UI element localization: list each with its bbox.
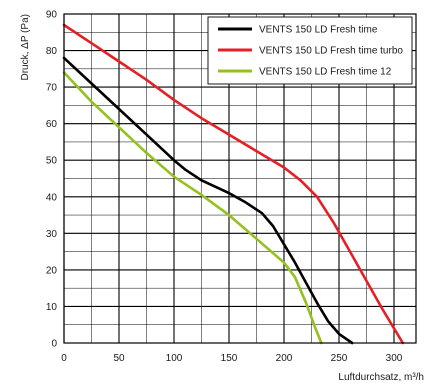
x-tick-label: 0	[61, 353, 67, 364]
y-tick-label: 40	[46, 192, 58, 203]
series-line	[62, 23, 405, 345]
chart-series-group	[62, 23, 405, 345]
x-tick-label: 200	[276, 353, 293, 364]
legend-label: VENTS 150 LD Fresh time	[259, 25, 378, 36]
y-tick-label: 10	[46, 302, 58, 313]
y-tick-label: 20	[46, 265, 58, 276]
y-tick-label: 80	[46, 46, 58, 57]
y-axis-label: Druck, ΔP (Pa)	[20, 14, 31, 81]
x-axis-label: Luftdurchsatz, m³/h	[338, 372, 424, 383]
x-tick-label: 150	[221, 353, 238, 364]
x-tick-label: 100	[166, 353, 183, 364]
y-tick-label: 30	[46, 229, 58, 240]
axis-ticks: 0 10 20 30 40 50 60 70 80 90 0 50 100 150 200 250 300	[46, 10, 403, 365]
y-tick-label: 0	[51, 339, 57, 350]
y-tick-label: 90	[46, 10, 58, 21]
plot-frame	[63, 13, 417, 344]
legend: VENTS 150 LD Fresh time VENTS 150 LD Fres…	[207, 16, 413, 85]
legend-label: VENTS 150 LD Fresh time turbo	[259, 46, 403, 57]
x-tick-label: 300	[386, 353, 403, 364]
series-line	[62, 56, 354, 345]
x-tick-label: 250	[331, 353, 348, 364]
y-tick-label: 60	[46, 119, 58, 130]
y-tick-label: 50	[46, 156, 58, 167]
legend-label: VENTS 150 LD Fresh time 12	[259, 67, 392, 78]
series-line	[62, 71, 323, 345]
y-tick-label: 70	[46, 83, 58, 94]
x-tick-label: 50	[113, 353, 125, 364]
